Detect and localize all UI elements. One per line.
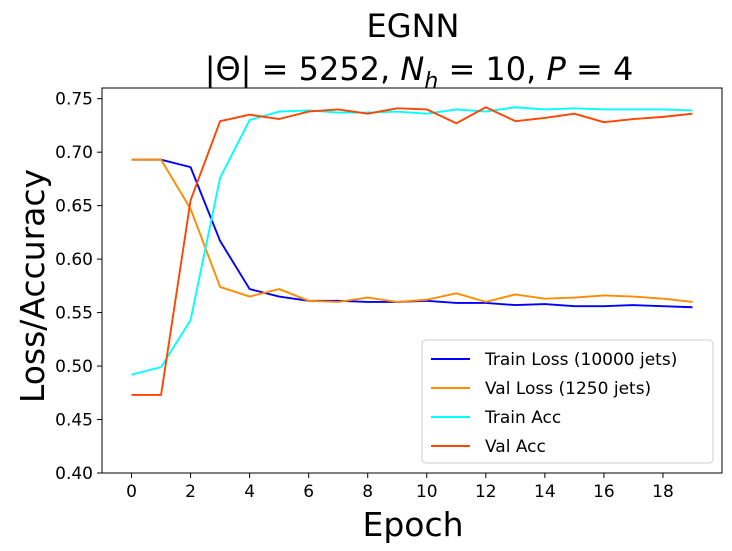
x-tick-label: 6 (303, 482, 314, 502)
chart-subtitle: |Θ| = 5252, Nh = 10, P = 4 (205, 50, 634, 94)
x-tick-label: 2 (185, 482, 196, 502)
plot-frame (101, 87, 723, 474)
x-tick-label: 0 (126, 482, 137, 502)
legend-label-0: Train Loss (10000 jets) (484, 350, 677, 370)
y-tick-label: 0.45 (55, 411, 93, 431)
y-tick-label: 0.60 (55, 250, 93, 270)
y-tick-label: 0.70 (55, 143, 93, 163)
x-tick-label: 8 (362, 482, 373, 502)
series-line-2 (131, 106, 693, 376)
x-tick-label: 4 (244, 482, 255, 502)
y-tick-label: 0.50 (55, 357, 93, 377)
legend-label-2: Train Acc (484, 408, 561, 428)
legend: Train Loss (10000 jets) Val Loss (1250 je… (421, 339, 714, 464)
x-tick-label: 16 (593, 482, 615, 502)
legend-box (421, 339, 714, 464)
x-tick-label: 14 (534, 482, 556, 502)
x-axis-label: Epoch (362, 505, 463, 544)
legend-label-3: Val Acc (485, 437, 546, 457)
x-tick-label: 10 (416, 482, 438, 502)
series-line-0 (131, 158, 693, 309)
y-tick-label: 0.55 (55, 304, 93, 324)
x-tick-label: 18 (652, 482, 674, 502)
y-axis-label: Loss/Accuracy (13, 169, 52, 403)
series-line-3 (131, 106, 693, 396)
axes-ticks: 0 2 4 6 8 10 12 14 16 18 0.40 0.45 0.50 0.55 0.60 0.65 0… (55, 90, 674, 502)
legend-label-1: Val Loss (1250 jets) (485, 379, 651, 399)
y-tick-label: 0.75 (55, 90, 93, 110)
plot-area (101, 87, 723, 474)
y-tick-label: 0.40 (55, 464, 93, 484)
chart-title: EGNN (367, 7, 460, 45)
y-tick-label: 0.65 (55, 197, 93, 217)
series-line-1 (131, 158, 693, 303)
x-tick-label: 12 (475, 482, 497, 502)
